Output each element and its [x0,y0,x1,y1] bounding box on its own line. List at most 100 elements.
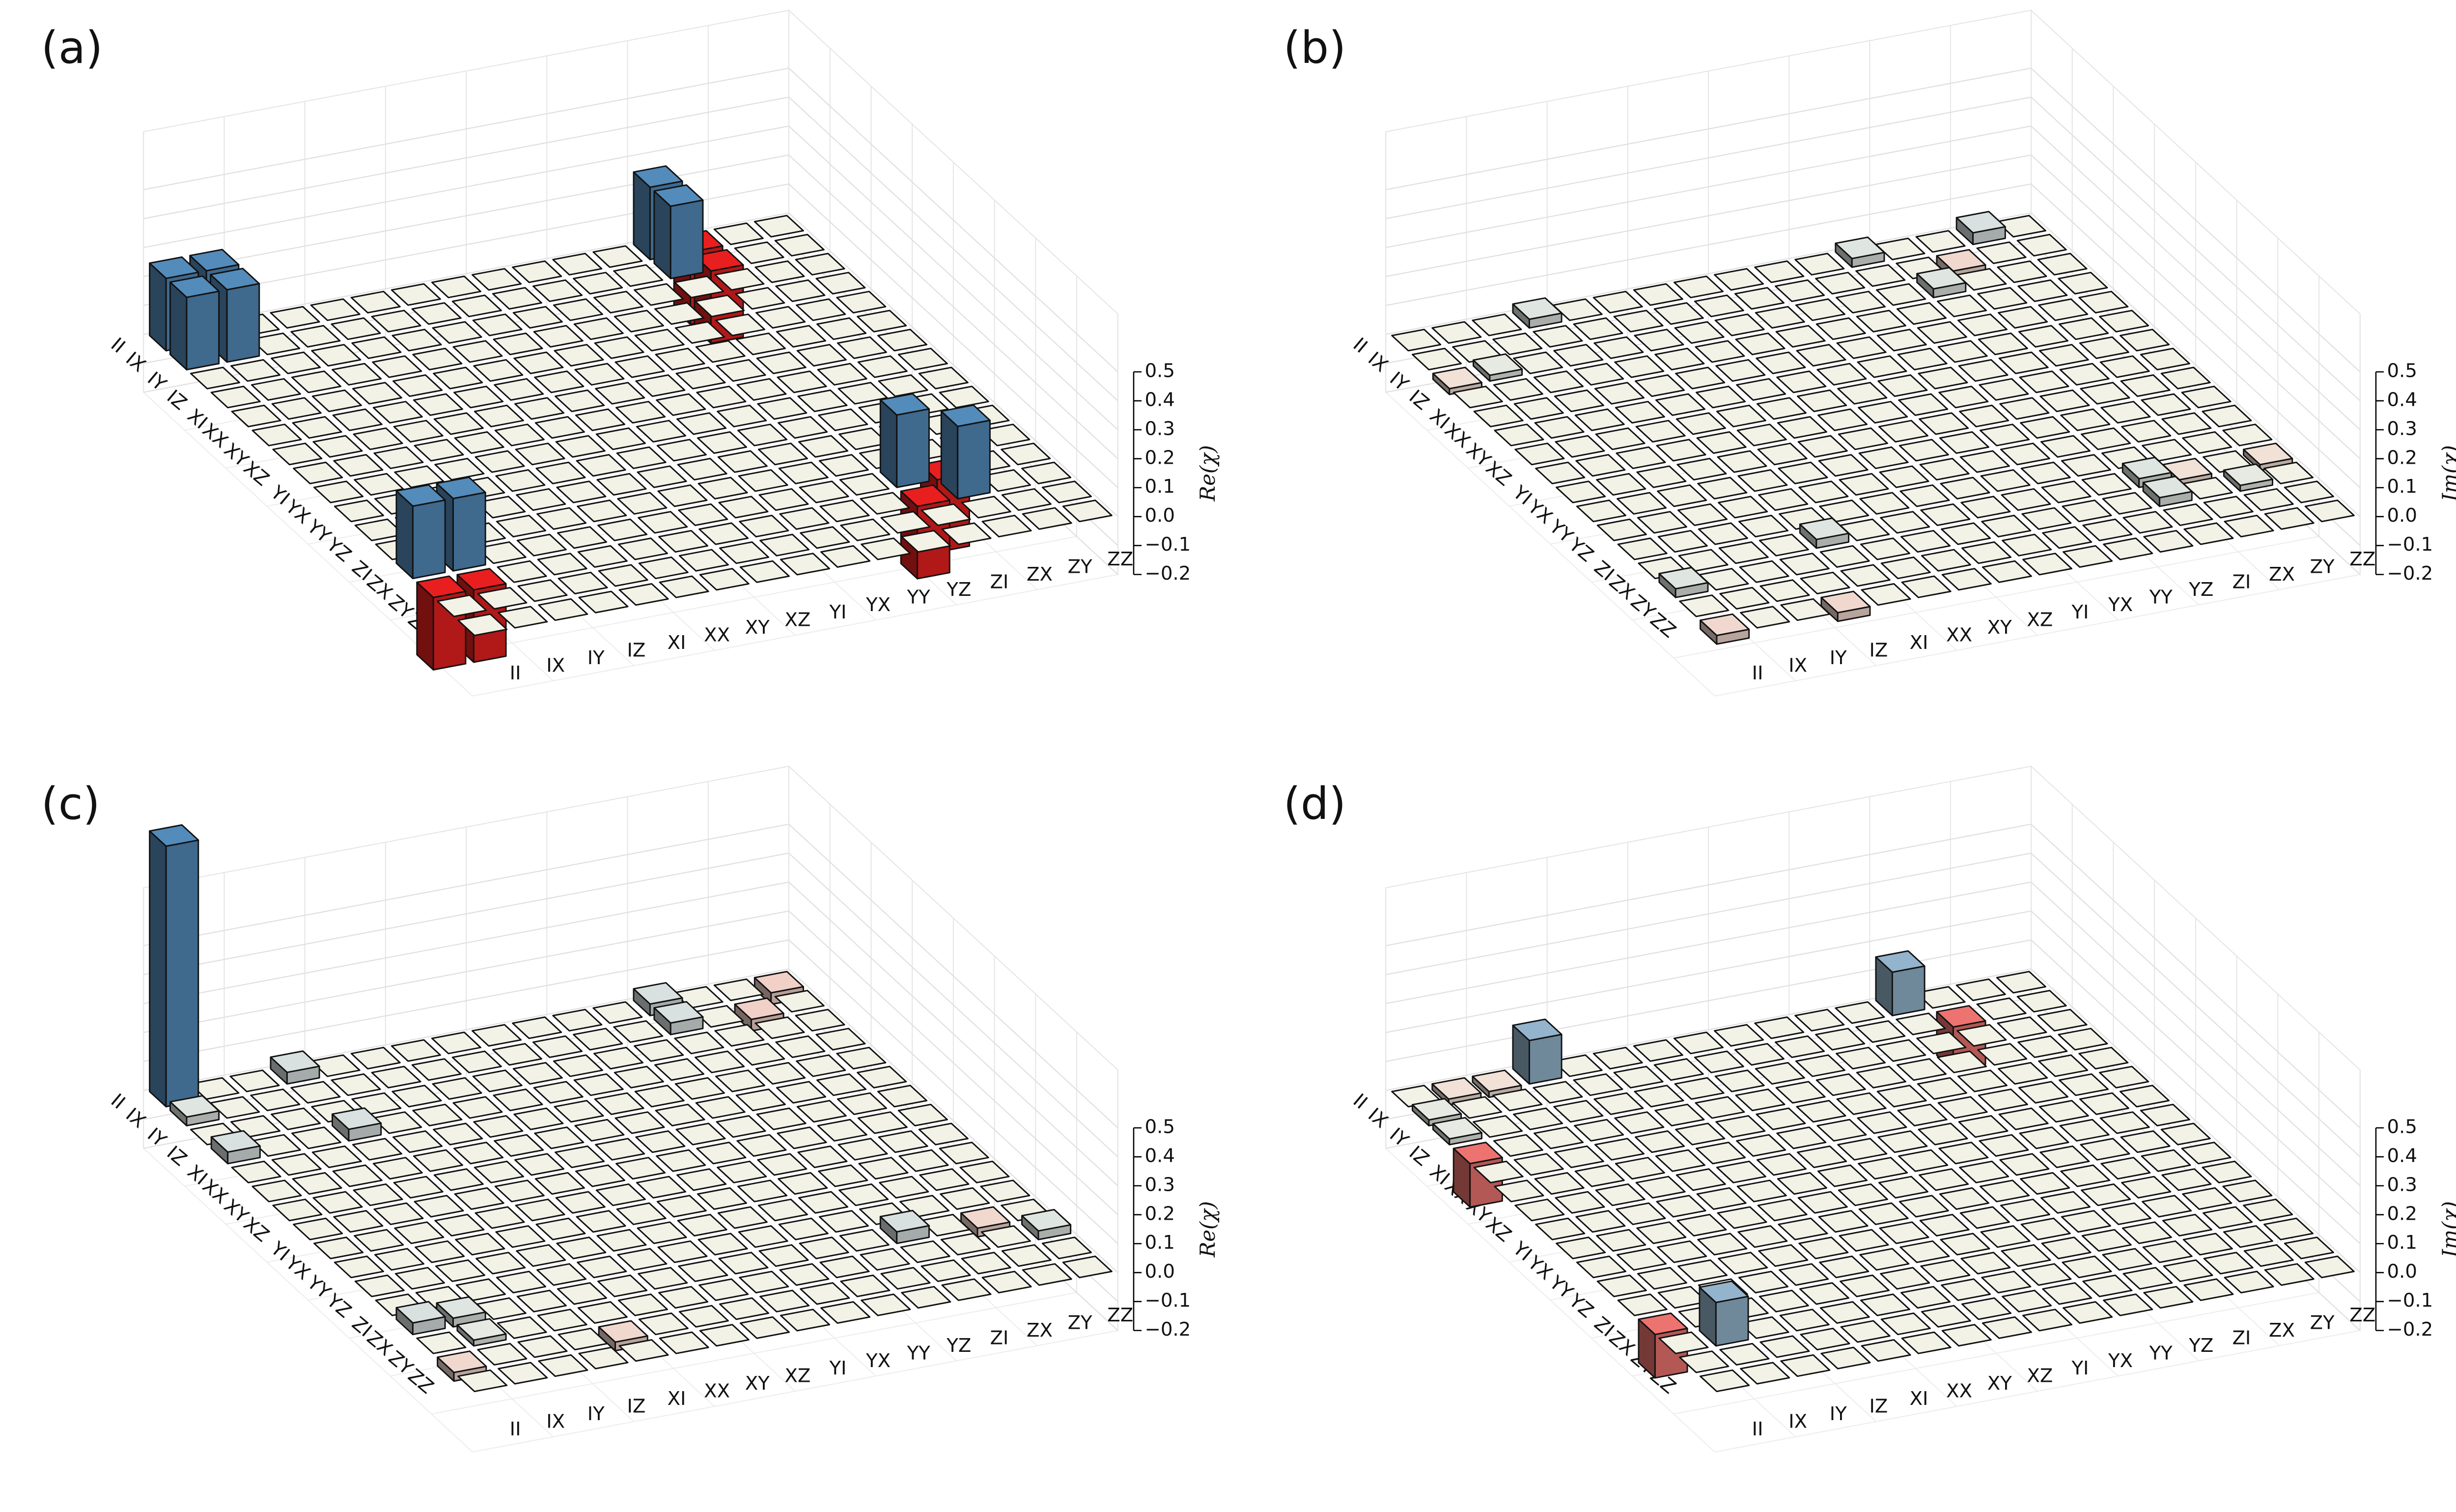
z-tick-label: 0.3 [1144,1174,1174,1196]
bar-top [472,1069,523,1092]
bar [1617,492,1667,515]
bar [756,1107,807,1130]
bar-top [2081,1229,2132,1252]
bar-top [1596,1229,1647,1252]
bar-top [413,393,463,416]
bar-top [2143,1286,2194,1309]
bar-top [1553,1100,1604,1123]
bar-top [1794,1008,1845,1032]
bar-top [858,1157,909,1180]
bar-top [940,1187,990,1210]
bar-top [1961,1297,2012,1320]
bar [836,1046,887,1070]
bar [657,1240,708,1263]
bar-top [1674,321,1725,344]
bar-top [759,533,810,557]
bar-top [918,1122,969,1146]
bar [797,389,848,413]
bar [574,1119,625,1142]
bar-top [515,1199,565,1222]
bar-top [435,1259,486,1282]
bar [1982,560,2032,583]
bar [1757,1199,1808,1222]
col-label: ZZ [2349,1304,2375,1326]
bar-top [1861,583,1911,606]
bar-top [2082,1274,2133,1297]
bar-top [658,1286,709,1309]
bar-top [1977,1043,2028,1066]
bar-top [251,1179,302,1203]
bar-top [778,1172,828,1195]
bar-top [1473,404,1524,427]
bar [1898,1195,1949,1218]
bar-top [1798,480,1849,504]
bar [659,1331,709,1354]
bar [395,1301,446,1336]
bar [820,545,871,568]
bar-top [597,518,648,541]
col-label: YI [2071,1357,2089,1379]
bar [1021,1209,1072,1240]
bar-top [1836,1092,1887,1115]
bar [1452,386,1503,409]
bar-top [1573,1073,1623,1096]
bar-top [2142,439,2192,462]
bar [2022,553,2073,576]
z-tick-label: 0.5 [1144,1116,1174,1138]
floor-grid [1674,536,2319,659]
bar [2284,1236,2334,1260]
bar-top [816,317,867,340]
bar-top [431,276,482,299]
bar [1795,1054,1845,1077]
bar-top [1998,351,2049,374]
bar [532,279,583,302]
bar [1980,469,2031,492]
bar-top [431,1032,482,1055]
bar [535,1217,586,1240]
bar-top [1676,1213,1727,1237]
bar [575,1164,626,1187]
bar [1938,1142,1989,1165]
bar-top [1552,298,1603,321]
bar [618,1339,669,1362]
bar-top [1876,1039,1926,1062]
bar [1554,389,1604,413]
bar [1493,1134,1543,1157]
bar-top [615,401,666,424]
bar [2039,1145,2090,1169]
bar-top [736,378,787,401]
bar-top [474,404,524,427]
bar-top [1635,1130,1685,1153]
bar-top [1637,511,1687,534]
bar [698,522,749,545]
bar-top [555,1191,606,1214]
col-label: IY [587,647,605,669]
bar-top [919,1168,970,1191]
bar-top [456,568,507,591]
bar [1716,1160,1766,1183]
bar-top [1719,1343,1770,1366]
bar [1634,1085,1684,1108]
bar [535,461,586,484]
bar [799,480,849,504]
bar [737,423,788,447]
bar [676,1168,727,1191]
bar-top [1901,575,1952,598]
bar-front [1528,1034,1563,1085]
bar [1657,1240,1707,1263]
bar-top [475,1252,526,1275]
bar-top [819,499,870,523]
bar-top [2022,553,2073,576]
bar-top [575,408,626,431]
col-label: IZ [1869,639,1888,661]
bar [1676,1213,1727,1237]
bar-top [251,1134,301,1157]
bar [2284,480,2334,504]
bar-top [1877,374,1928,397]
bar-top [1715,359,1766,382]
bar [2080,1138,2130,1161]
z-tick-label: −0.1 [1144,533,1191,556]
bar-top [1535,1217,1586,1240]
bar [2121,1221,2172,1244]
